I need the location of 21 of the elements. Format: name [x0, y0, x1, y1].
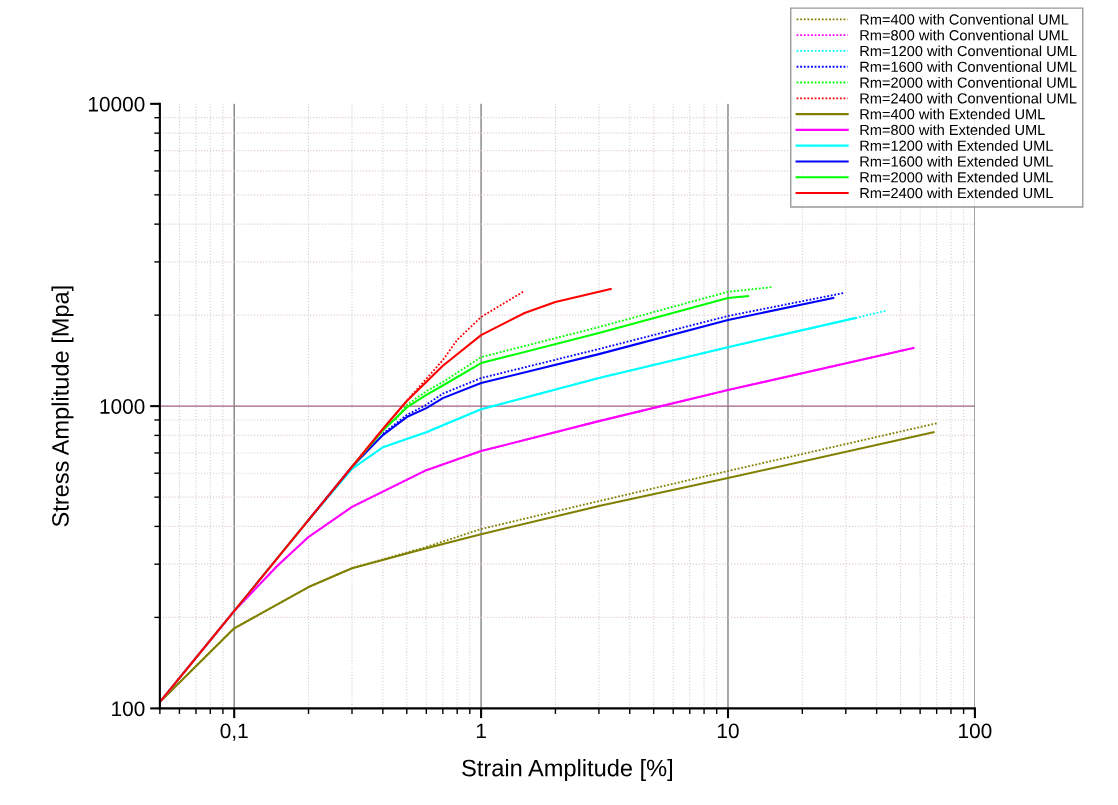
- x-tick-label: 10: [718, 723, 739, 739]
- y-tick-label: 1000: [100, 399, 145, 414]
- legend-label: Rm=2400 with Conventional UML: [860, 92, 1077, 104]
- y-tick-label: 10000: [88, 96, 145, 112]
- legend-label: Rm=800 with Extended UML: [860, 124, 1045, 136]
- legend-label: Rm=2400 with Extended UML: [860, 187, 1053, 199]
- legend-label: Rm=1200 with Conventional UML: [860, 45, 1077, 57]
- x-tick-label: 0,1: [220, 723, 248, 741]
- legend-label: Rm=1200 with Extended UML: [860, 140, 1053, 151]
- x-tick-label: 1: [476, 723, 486, 739]
- legend-label: Rm=400 with Conventional UML: [860, 13, 1069, 25]
- legend-label: Rm=400 with Extended UML: [860, 108, 1045, 120]
- legend-label: Rm=1600 with Extended UML: [860, 155, 1053, 167]
- legend-label: Rm=2000 with Extended UML: [860, 171, 1053, 183]
- legend-label: Rm=2000 with Conventional UML: [860, 77, 1077, 88]
- y-tick-label: 100: [112, 701, 145, 717]
- x-axis-title: Strain Amplitude [%]: [462, 759, 673, 782]
- x-tick-label: 100: [959, 723, 992, 739]
- y-axis-title: Stress Amplitude [Mpa]: [51, 286, 74, 527]
- legend-label: Rm=800 with Conventional UML: [860, 29, 1069, 41]
- legend-label: Rm=1600 with Conventional UML: [860, 61, 1077, 72]
